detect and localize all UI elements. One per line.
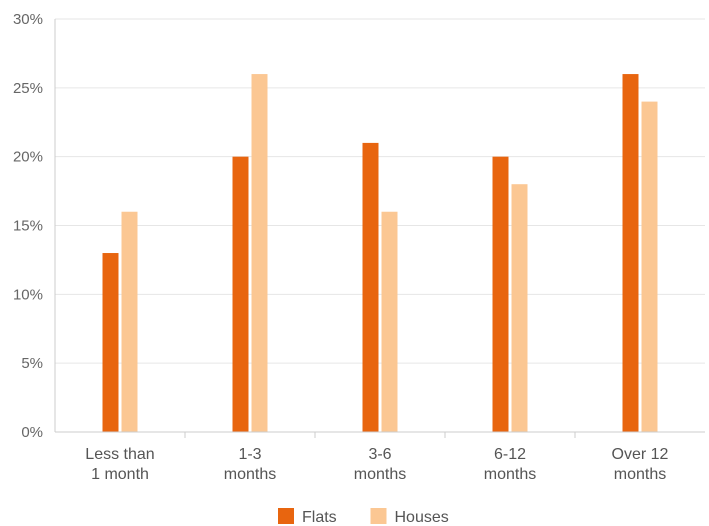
bar-houses bbox=[381, 211, 398, 432]
legend-swatch-flats bbox=[278, 508, 294, 524]
y-tick-label: 25% bbox=[13, 80, 43, 97]
bar-houses bbox=[641, 101, 658, 432]
legend-swatch-houses bbox=[370, 508, 387, 524]
y-tick-label: 30% bbox=[13, 11, 43, 28]
legend: Flats Houses bbox=[278, 508, 449, 526]
bar-flats bbox=[492, 156, 509, 432]
x-tick-label: months bbox=[224, 466, 276, 483]
bar-houses bbox=[511, 184, 528, 432]
y-tick-label: 0% bbox=[21, 424, 43, 441]
bar-houses bbox=[121, 211, 138, 432]
y-tick-label: 15% bbox=[13, 218, 43, 235]
bars bbox=[102, 74, 658, 433]
x-tick-label: 3-6 bbox=[368, 446, 391, 463]
y-tick-label: 5% bbox=[21, 355, 43, 372]
x-tick-label: 6-12 bbox=[494, 446, 526, 463]
gridlines bbox=[55, 18, 705, 438]
x-tick-label: months bbox=[354, 466, 406, 483]
x-tick-label: 1-3 bbox=[238, 446, 261, 463]
x-tick-label: Less than bbox=[85, 446, 154, 463]
y-tick-label: 10% bbox=[13, 286, 43, 303]
x-tick-label: Over 12 bbox=[612, 446, 669, 463]
x-tick-label: months bbox=[614, 466, 666, 483]
bar-flats bbox=[102, 253, 119, 432]
bar-flats bbox=[232, 156, 249, 432]
x-axis-labels: Less than 1 month 1-3 months 3-6 months 6-12 mo… bbox=[85, 446, 668, 483]
x-tick-label: 1 month bbox=[91, 466, 149, 483]
bar-houses bbox=[251, 74, 268, 433]
x-tick-label: months bbox=[484, 466, 536, 483]
legend-label-houses: Houses bbox=[395, 509, 449, 526]
bar-flats bbox=[622, 74, 639, 433]
y-tick-label: 20% bbox=[13, 149, 43, 166]
bar-flats bbox=[362, 142, 379, 432]
y-axis-ticks: 0% 5% 10% 15% 20% 25% 30% bbox=[13, 11, 43, 441]
legend-label-flats: Flats bbox=[302, 509, 337, 526]
